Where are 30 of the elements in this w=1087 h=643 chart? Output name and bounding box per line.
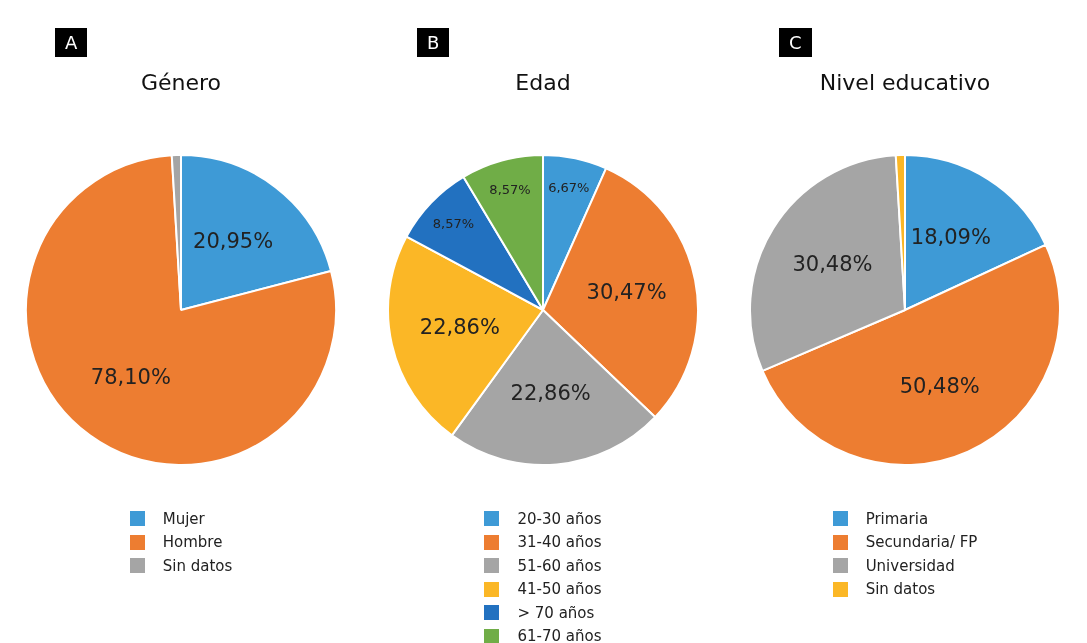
legend-label: 31-40 años [516,532,602,554]
data-label: 22,86% [419,315,500,340]
chart-title: Edad [514,70,572,95]
data-label: 22,86% [510,381,591,406]
legend-label: Hombre [161,532,224,554]
data-label: 6,67% [548,180,590,196]
legend-label: Mujer [161,508,206,530]
legend-label: Universidad [864,555,956,577]
data-label: 78,10% [90,365,171,390]
legend-label: Primaria [864,508,930,530]
legend-label: Secundaria/ FP [864,532,978,554]
legend-label: Sin datos [161,555,233,577]
text: B [417,28,450,57]
data-label: 30,48% [792,251,873,276]
chart-title: Nivel educativo [818,70,992,95]
legend-label: > 70 años [516,602,596,624]
data-label: 8,57% [489,181,531,197]
legend-label: 20-30 años [516,508,602,530]
legend-label: 61-70 años [516,626,602,643]
data-label: 18,09% [910,224,991,249]
legend-label: 51-60 años [516,555,602,577]
text: C [779,28,812,57]
legend-label: Sin datos [864,579,937,601]
data-label: 20,95% [193,229,274,254]
text: A [55,28,88,57]
data-label: 50,48% [899,374,980,399]
legend-label: 41-50 años [516,579,602,601]
chart-title: Género [139,70,223,95]
data-label: 8,57% [432,215,475,231]
data-label: 30,47% [586,279,667,304]
